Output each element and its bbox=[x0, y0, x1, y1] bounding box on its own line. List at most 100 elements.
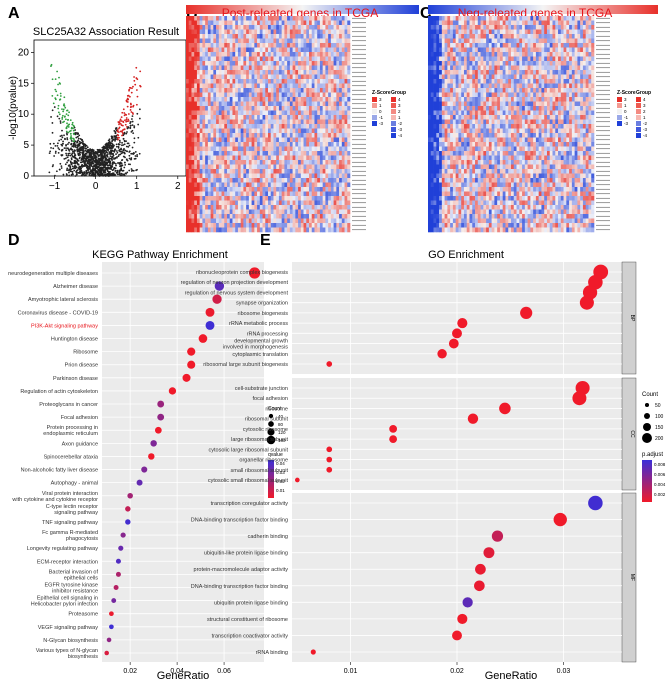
heatmap-cell bbox=[210, 218, 214, 224]
volcano-point bbox=[88, 166, 90, 169]
heatmap-cell bbox=[207, 142, 211, 147]
heatmap-cell bbox=[566, 20, 570, 26]
heatmap-cell bbox=[202, 178, 206, 183]
heatmap-cell bbox=[314, 38, 318, 44]
volcano-point bbox=[56, 115, 59, 118]
volcano-point bbox=[71, 172, 74, 175]
heatmap-cell bbox=[292, 38, 296, 44]
heatmap-cell bbox=[341, 101, 345, 107]
heatmap-cell bbox=[205, 218, 209, 224]
heatmap-cell bbox=[246, 205, 250, 210]
heatmap-cell bbox=[339, 97, 343, 102]
heatmap-cell bbox=[232, 227, 236, 233]
heatmap-cell bbox=[347, 155, 351, 161]
heatmap-cell bbox=[287, 74, 291, 80]
heatmap-cell bbox=[251, 83, 255, 89]
heatmap-cell bbox=[281, 146, 285, 152]
heatmap-cell bbox=[207, 25, 211, 30]
heatmap-cell bbox=[240, 137, 244, 143]
heatmap-cell bbox=[186, 97, 190, 102]
heatmap-cell bbox=[535, 43, 539, 48]
heatmap-cell bbox=[251, 169, 255, 174]
heatmap-cell bbox=[524, 25, 528, 30]
heatmap-cell bbox=[300, 205, 304, 210]
heatmap-cell bbox=[472, 16, 476, 21]
heatmap-cell bbox=[319, 205, 323, 210]
heatmap-cell bbox=[287, 29, 291, 35]
heatmap-cell bbox=[210, 187, 214, 192]
heatmap-cell bbox=[287, 16, 291, 21]
heatmap-cell bbox=[580, 25, 584, 30]
heatmap-cell bbox=[281, 61, 285, 66]
zscore-swatch bbox=[372, 121, 377, 126]
heatmap-cell bbox=[494, 20, 498, 26]
heatmap-cell bbox=[237, 34, 241, 39]
heatmap-cell bbox=[333, 178, 337, 183]
heatmap-cell bbox=[303, 124, 307, 129]
heatmap-cell bbox=[530, 43, 534, 48]
heatmap-cell bbox=[207, 128, 211, 134]
heatmap-cell bbox=[278, 218, 282, 224]
heatmap-cell bbox=[347, 209, 351, 215]
heatmap-cell bbox=[330, 101, 334, 107]
heatmap-cell bbox=[289, 151, 293, 156]
heatmap-cell bbox=[289, 191, 293, 197]
heatmap-cell bbox=[207, 191, 211, 197]
heatmap-cell bbox=[240, 164, 244, 170]
heatmap-cell bbox=[281, 214, 285, 219]
heatmap-cell bbox=[309, 65, 313, 71]
heatmap-cell bbox=[300, 70, 304, 75]
heatmap-cell bbox=[194, 227, 198, 233]
heatmap-cell bbox=[257, 214, 261, 219]
volcano-point bbox=[75, 158, 78, 160]
heatmap-cell bbox=[298, 187, 302, 192]
heatmap-cell bbox=[292, 34, 296, 39]
heatmap-cell bbox=[196, 164, 200, 170]
heatmap-cell bbox=[516, 25, 520, 30]
volcano-point bbox=[70, 135, 73, 137]
heatmap-cell bbox=[235, 65, 239, 71]
volcano-point bbox=[121, 144, 123, 147]
heatmap-cell bbox=[254, 83, 258, 89]
heatmap-cell bbox=[458, 25, 462, 30]
heatmap-cell bbox=[300, 101, 304, 107]
heatmap-cell bbox=[463, 16, 468, 21]
heatmap-cell bbox=[317, 205, 321, 210]
heatmap-cell bbox=[298, 115, 302, 120]
heatmap-cell bbox=[232, 25, 236, 30]
heatmap-cell bbox=[278, 16, 282, 21]
heatmap-cell bbox=[246, 137, 250, 143]
heatmap-cell bbox=[325, 151, 329, 156]
heatmap-cell bbox=[257, 56, 261, 62]
heatmap-cell bbox=[303, 38, 307, 44]
heatmap-cell bbox=[309, 25, 313, 30]
heatmap-cell bbox=[270, 133, 274, 138]
heatmap-cell bbox=[243, 97, 247, 102]
heatmap-cell bbox=[186, 61, 190, 66]
heatmap-cell bbox=[298, 16, 302, 21]
heatmap-cell bbox=[569, 25, 573, 30]
heatmap-cell bbox=[257, 97, 261, 102]
heatmap-cell bbox=[344, 142, 348, 147]
volcano-point bbox=[129, 163, 131, 166]
heatmap-cell bbox=[319, 74, 323, 80]
volcano-point bbox=[118, 149, 121, 151]
heatmap-cell bbox=[278, 43, 282, 48]
volcano-point bbox=[115, 153, 117, 156]
heatmap-cell bbox=[284, 196, 288, 201]
heatmap-cell bbox=[270, 173, 274, 179]
heatmap-cell bbox=[325, 128, 329, 134]
heatmap-cell bbox=[577, 43, 581, 48]
heatmap-cell bbox=[224, 20, 228, 26]
heatmap-cell bbox=[430, 34, 434, 39]
heatmap-cell bbox=[333, 74, 337, 80]
heatmap-cell bbox=[194, 34, 198, 39]
heatmap-cell bbox=[311, 191, 315, 197]
heatmap-cell bbox=[322, 83, 326, 89]
heatmap-cell bbox=[251, 56, 255, 62]
heatmap-cell bbox=[330, 133, 334, 138]
heatmap-cell bbox=[265, 92, 269, 98]
heatmap-cell bbox=[268, 83, 272, 89]
volcano-point bbox=[88, 164, 91, 167]
